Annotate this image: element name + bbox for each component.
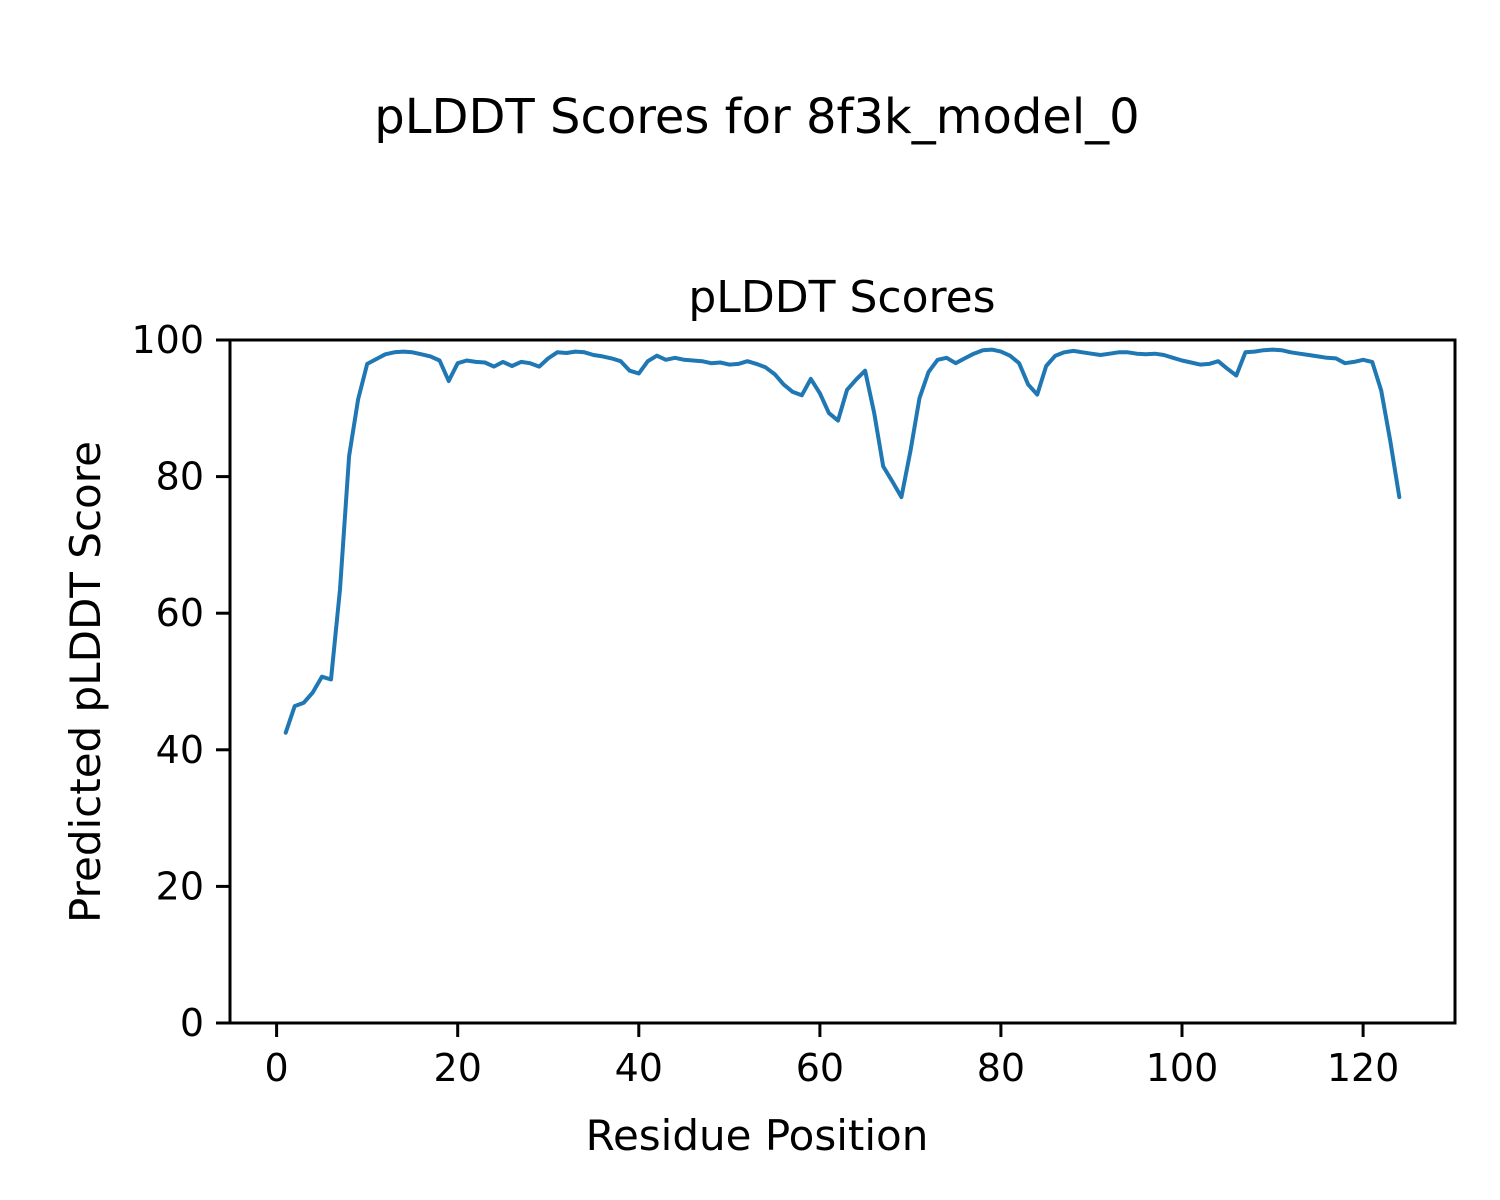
x-tick-label-120: 120 <box>1327 1046 1400 1090</box>
y-tick-label-60: 60 <box>156 591 204 635</box>
y-axis-label: Predicted pLDDT Score <box>61 441 110 923</box>
x-tick-label-100: 100 <box>1146 1046 1219 1090</box>
x-tick-label-20: 20 <box>434 1046 482 1090</box>
y-tick-label-20: 20 <box>156 864 204 908</box>
x-tick-label-0: 0 <box>265 1046 289 1090</box>
axes-title: pLDDT Scores <box>688 272 995 323</box>
plddt-series-line <box>283 347 1402 735</box>
x-axis-ticks: 0 20 40 60 80 100 120 <box>265 1023 1400 1090</box>
figure-suptitle: pLDDT Scores for 8f3k_model_0 <box>374 89 1139 145</box>
plot-frame <box>228 338 1457 1025</box>
x-tick-label-40: 40 <box>615 1046 663 1090</box>
x-tick-label-60: 60 <box>796 1046 844 1090</box>
x-axis-label: Residue Position <box>586 1111 929 1160</box>
y-tick-label-80: 80 <box>156 455 204 499</box>
y-tick-label-100: 100 <box>131 318 204 362</box>
y-tick-label-0: 0 <box>180 1001 204 1045</box>
x-tick-label-80: 80 <box>977 1046 1025 1090</box>
y-axis-ticks: 0 20 40 60 80 100 <box>131 318 230 1045</box>
y-tick-label-40: 40 <box>156 728 204 772</box>
